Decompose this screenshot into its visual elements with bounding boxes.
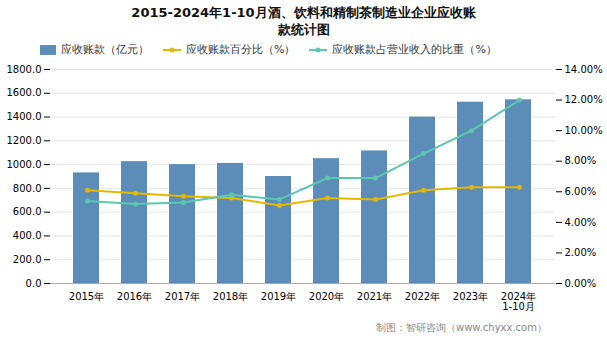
svg-text:2020年: 2020年 [309,291,344,302]
svg-text:2023年: 2023年 [453,291,488,302]
svg-text:4.00%: 4.00% [565,217,597,228]
svg-text:2.00%: 2.00% [565,247,597,258]
svg-text:800.0: 800.0 [13,183,42,194]
svg-text:2022年: 2022年 [405,291,440,302]
svg-text:0.0: 0.0 [26,278,42,289]
html-text:应收账款百分比（%）: 应收账款百分比（%） [186,43,296,56]
svg-text:0.00%: 0.00% [565,278,597,289]
svg-text:2021年: 2021年 [357,291,392,302]
html-text:款统计图: 款统计图 [277,22,330,37]
svg-text:2016年: 2016年 [117,291,152,302]
svg-text:400.0: 400.0 [13,230,42,241]
svg-text:200.0: 200.0 [13,254,42,265]
html-text:2015-2024年1-10月酒、饮料和精制茶制造业企业应收: 2015-2024年1-10月酒、饮料和精制茶制造业企业应收账 [131,5,476,20]
svg-text:10.00%: 10.00% [565,125,603,136]
html-text:应收账款（亿元）: 应收账款（亿元） [61,43,149,56]
svg-text:1800.0: 1800.0 [7,64,42,75]
html-text:制图：智研咨询（www.chyxx.com）: 制图：智研咨询（www.chyxx.com） [376,322,547,333]
svg-text:14.00%: 14.00% [565,64,603,75]
svg-text:1200.0: 1200.0 [7,135,42,146]
svg-text:12.00%: 12.00% [565,94,603,105]
html-text:应收账款占营业收入的比重（%）: 应收账款占营业收入的比重（%） [332,43,497,56]
svg-text:2024年1-10月: 2024年1-10月 [501,291,536,312]
svg-text:6.00%: 6.00% [565,186,597,197]
svg-text:2017年: 2017年 [165,291,200,302]
svg-text:8.00%: 8.00% [565,155,597,166]
svg-text:600.0: 600.0 [13,206,42,217]
svg-text:1000.0: 1000.0 [7,159,42,170]
svg-text:2018年: 2018年 [213,291,248,302]
svg-text:1600.0: 1600.0 [7,87,42,98]
svg-text:2019年: 2019年 [261,291,296,302]
svg-text:1400.0: 1400.0 [7,111,42,122]
svg-text:2015年: 2015年 [69,291,104,302]
